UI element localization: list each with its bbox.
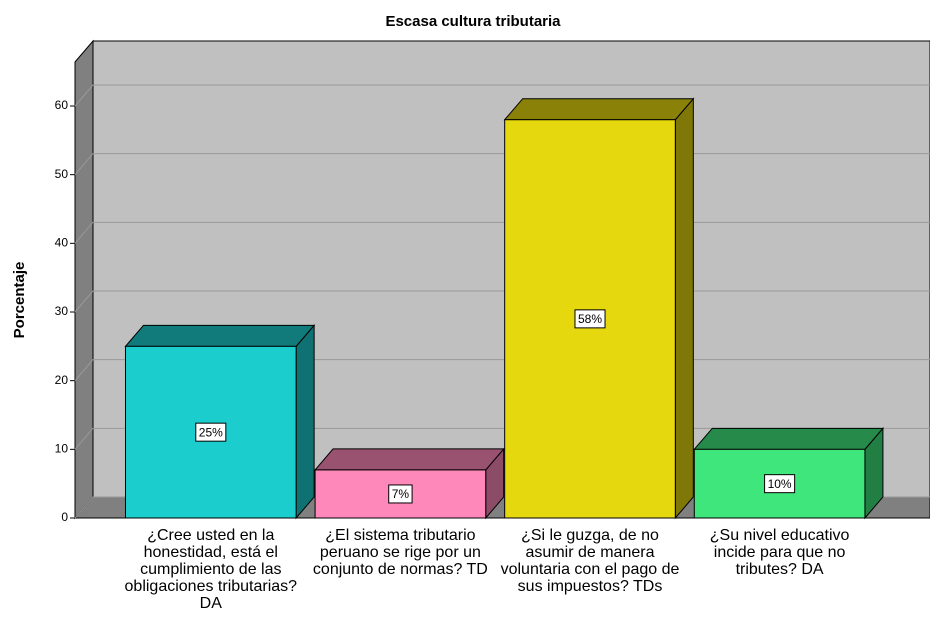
chart-title: Escasa cultura tributaria xyxy=(385,13,561,30)
value-label: 10% xyxy=(768,477,792,491)
y-tick-label: 10 xyxy=(55,442,69,456)
bar-top xyxy=(693,427,885,450)
value-label-box xyxy=(764,474,796,494)
bar-top xyxy=(313,448,505,471)
bar-top xyxy=(503,98,695,121)
y-tick-label: 0 xyxy=(61,510,68,524)
x-tick-label: ¿El sistema tributario peruano se rige p… xyxy=(312,527,488,578)
bar-top xyxy=(124,324,316,347)
y-tick-label: 60 xyxy=(55,98,69,112)
x-tick-label: ¿Cree usted en la honestidad, está el cu… xyxy=(124,527,298,612)
y-tick-label: 30 xyxy=(55,304,69,318)
value-label: 25% xyxy=(199,425,223,439)
x-tick-label: ¿Su nivel educativo incide para que no t… xyxy=(709,527,850,578)
y-axis-label: Porcentaje xyxy=(11,262,28,339)
value-label-box xyxy=(195,422,227,442)
y-tick-label: 20 xyxy=(55,373,69,387)
value-label: 58% xyxy=(578,312,602,326)
grid-line xyxy=(74,84,930,107)
x-tick-label: ¿Si le guzga, de no asumir de manera vol… xyxy=(500,527,680,595)
y-tick-label: 40 xyxy=(55,236,69,250)
value-label: 7% xyxy=(392,487,410,501)
y-tick-label: 50 xyxy=(55,167,69,181)
value-label-box xyxy=(388,484,413,504)
bar-side xyxy=(295,323,315,520)
bar-side xyxy=(674,97,694,520)
value-label-box xyxy=(574,309,606,329)
